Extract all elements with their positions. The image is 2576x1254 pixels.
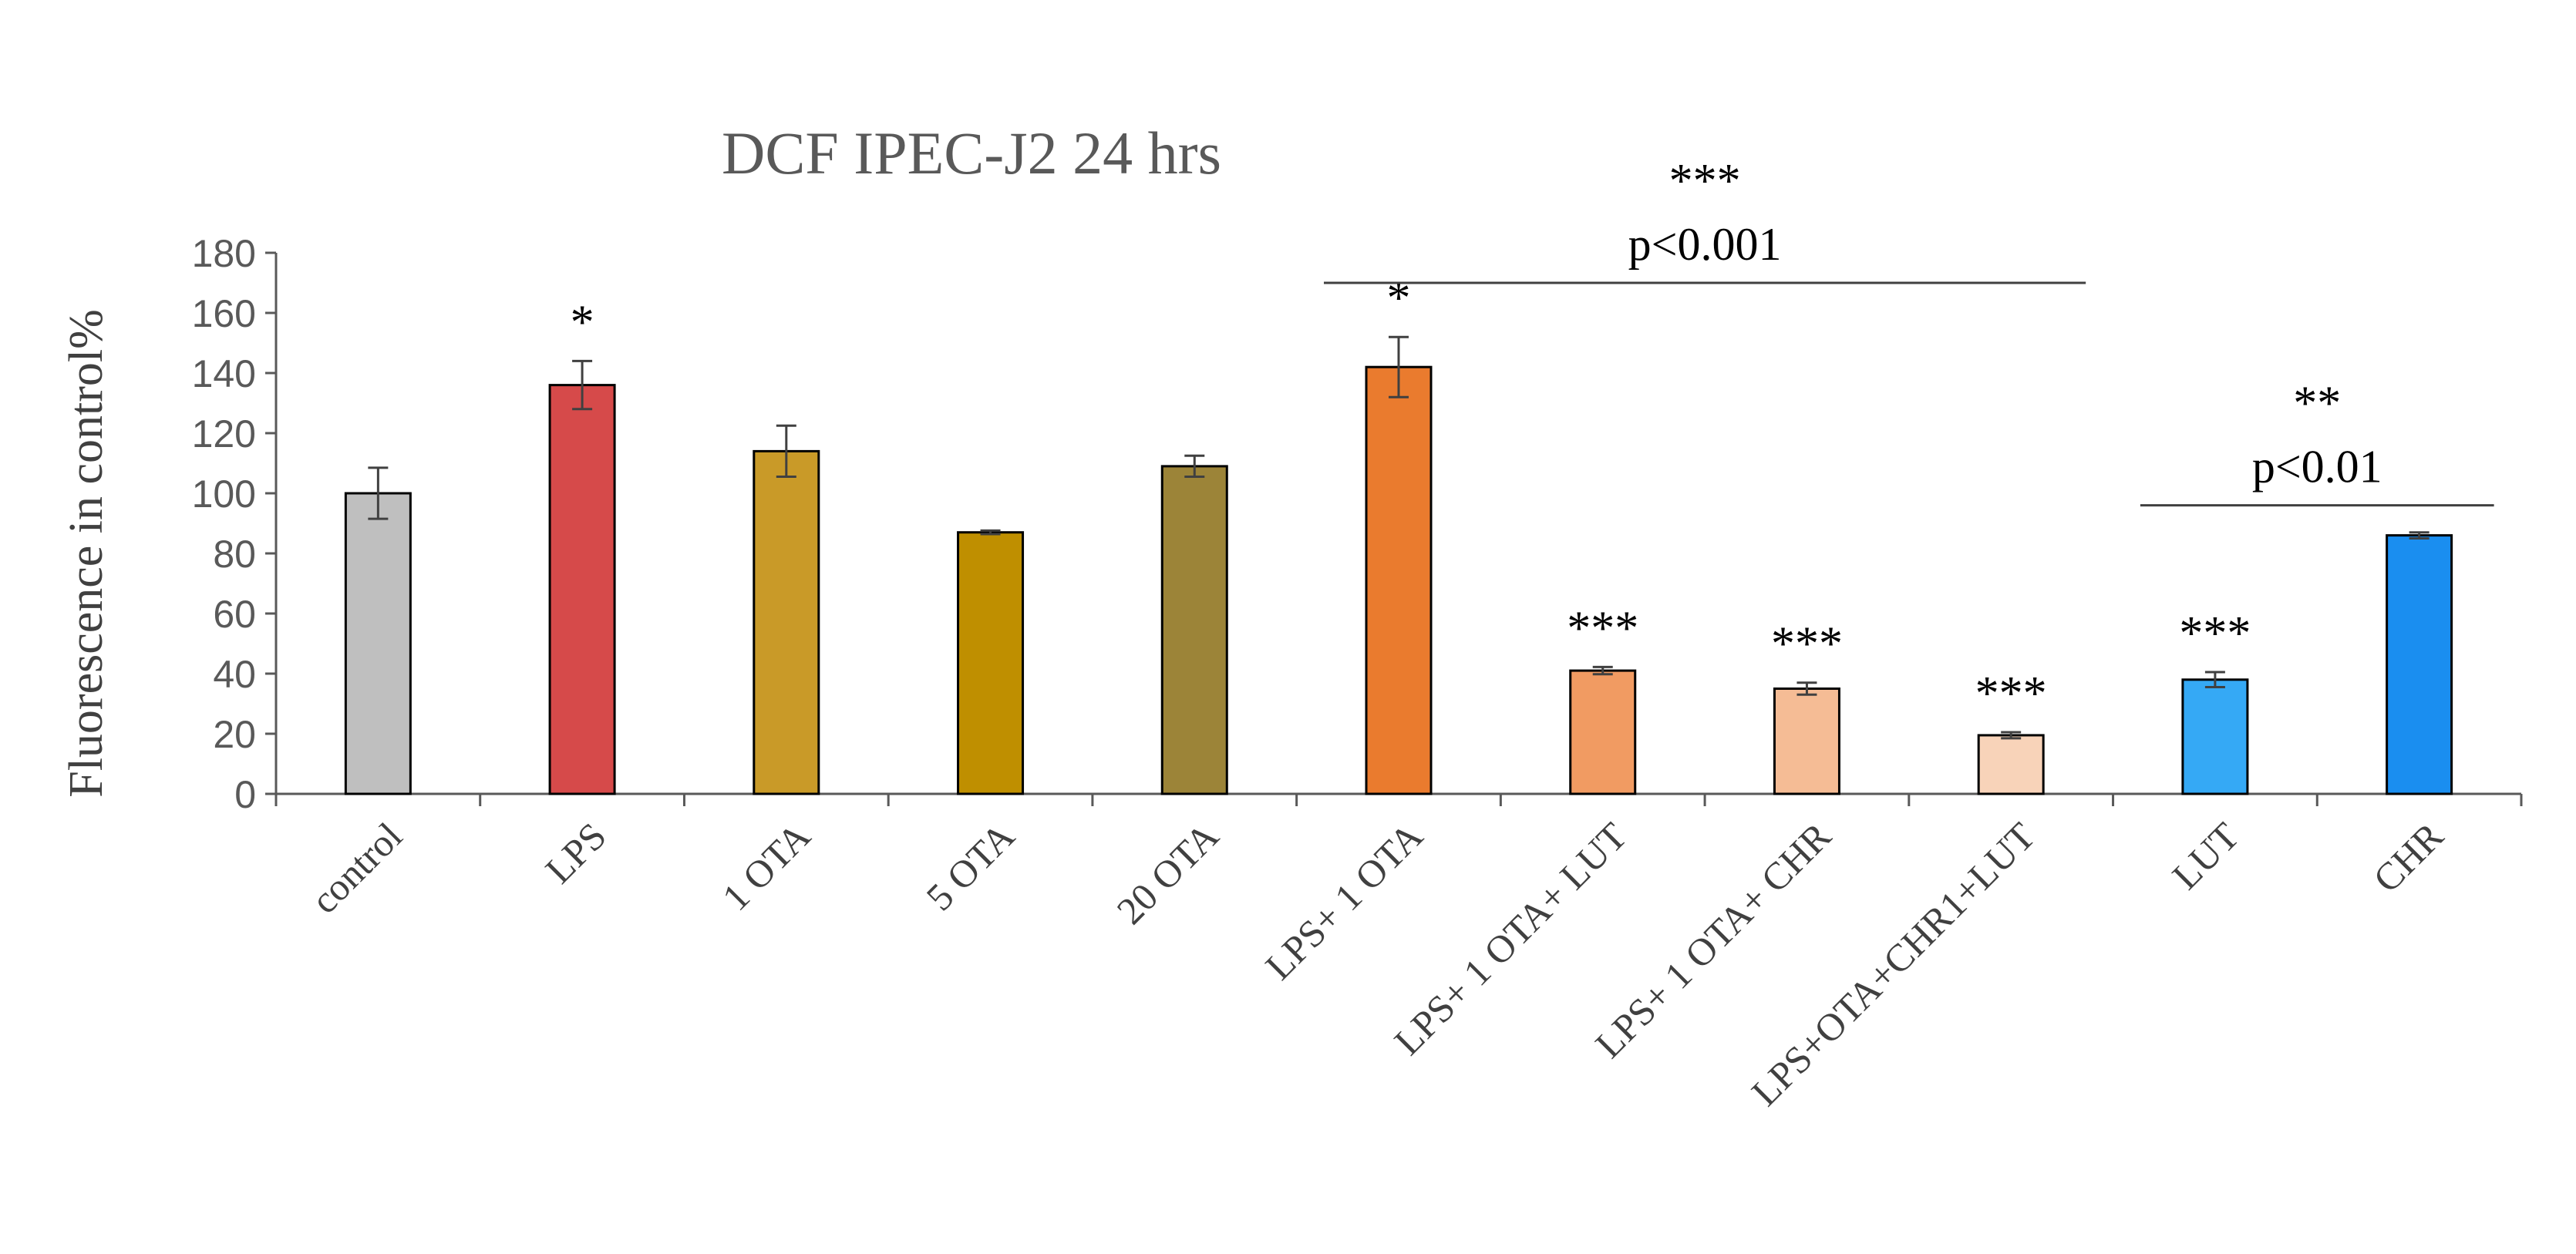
y-tick-label: 60 bbox=[213, 593, 256, 636]
comparison-p-value: p<0.001 bbox=[1628, 219, 1782, 270]
x-tick-label: control bbox=[302, 814, 410, 922]
y-axis-label: Fluorescence in control% bbox=[60, 309, 113, 798]
bar bbox=[1160, 465, 1228, 795]
bar bbox=[2386, 534, 2453, 795]
plot-area: 0 20 40 60 80 100 120 140 160 180 control * LPS 1 OTA… bbox=[192, 155, 2523, 1114]
bar bbox=[1773, 688, 1840, 795]
x-tick-label: LPS+ 1 OTA bbox=[1257, 814, 1431, 988]
comparison-stars: ** bbox=[2293, 378, 2341, 430]
bar bbox=[1569, 669, 1637, 795]
y-tick-label: 0 bbox=[234, 773, 256, 816]
significance-mark: * bbox=[1387, 272, 1411, 324]
y-tick-label: 20 bbox=[213, 713, 256, 756]
bar bbox=[1365, 365, 1433, 795]
bar bbox=[957, 531, 1025, 795]
significance-mark: * bbox=[571, 296, 594, 348]
significance-mark: *** bbox=[1975, 667, 2047, 720]
y-tick-label: 140 bbox=[192, 352, 256, 395]
y-tick-label: 120 bbox=[192, 412, 256, 456]
significance-mark: *** bbox=[1771, 618, 1843, 671]
y-tick-label: 160 bbox=[192, 292, 256, 335]
y-tick-label: 40 bbox=[213, 653, 256, 696]
chart-title: DCF IPEC-J2 24 hrs bbox=[722, 119, 1221, 187]
y-tick-label: 100 bbox=[192, 472, 256, 516]
significance-mark: *** bbox=[2179, 607, 2251, 660]
bar bbox=[344, 492, 412, 795]
bar bbox=[2181, 678, 2249, 795]
comparison-stars: *** bbox=[1669, 155, 1741, 207]
y-tick-label: 80 bbox=[213, 533, 256, 576]
x-tick-label: LPS bbox=[537, 814, 615, 892]
x-tick-label: LUT bbox=[2164, 814, 2247, 897]
x-tick-label: 20 OTA bbox=[1108, 814, 1227, 933]
x-tick-label: 1 OTA bbox=[714, 814, 819, 919]
comparison-p-value: p<0.01 bbox=[2252, 442, 2382, 493]
x-tick-label: 5 OTA bbox=[918, 814, 1022, 919]
x-tick-label: CHR bbox=[2365, 814, 2452, 901]
bar bbox=[1977, 734, 2045, 795]
y-tick-label: 180 bbox=[192, 232, 256, 275]
bar bbox=[548, 384, 616, 795]
significance-mark: *** bbox=[1567, 602, 1638, 654]
bar bbox=[753, 449, 820, 795]
